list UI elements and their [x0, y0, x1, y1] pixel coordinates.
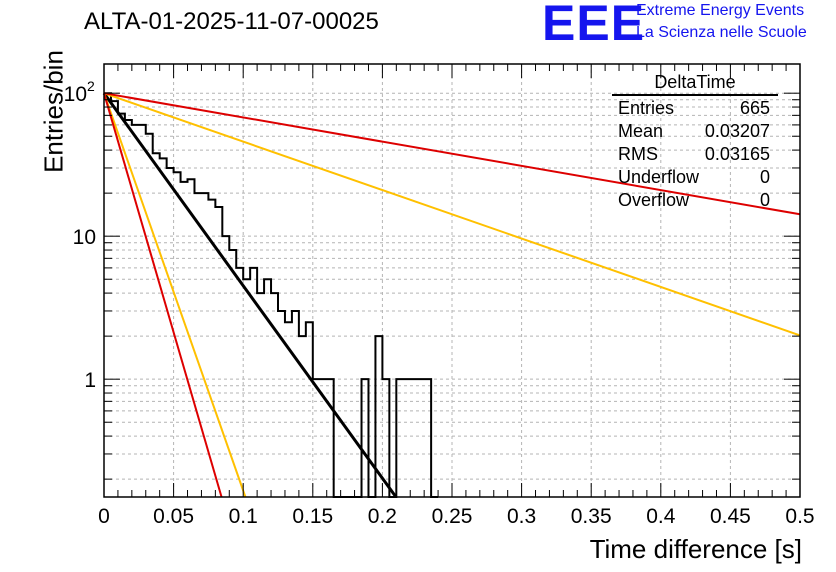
stats-row-underflow: Underflow 0 [612, 166, 778, 189]
x-tick-label: 0.35 [571, 505, 612, 528]
y-tick-label: 10 [73, 226, 96, 249]
histogram-bin [292, 311, 299, 497]
y-axis-label: Entries/bin [38, 50, 69, 173]
x-tick-label: 0.25 [432, 505, 473, 528]
histogram-bin [153, 153, 160, 497]
stats-value: 0.03207 [704, 121, 770, 141]
histogram-bin [194, 193, 201, 497]
stats-row-mean: Mean 0.03207 [612, 120, 778, 143]
x-tick-label: 0.2 [368, 505, 397, 528]
histogram-bin [160, 158, 167, 497]
histogram-bin [118, 114, 125, 497]
histogram-bin [146, 134, 153, 497]
stats-box: DeltaTime Entries 665 Mean 0.03207 RMS 0… [612, 72, 778, 212]
fit-line-lower-steep [103, 92, 223, 498]
histogram-bin [264, 279, 271, 497]
histogram-bin [188, 179, 195, 497]
fit-curves [102, 92, 801, 498]
stats-label: RMS [618, 144, 658, 164]
stats-value: 0 [759, 167, 770, 187]
histogram-bin [181, 182, 188, 497]
stats-row-overflow: Overflow 0 [612, 189, 778, 212]
histogram-bin [306, 322, 313, 497]
stats-value: 0 [759, 190, 770, 210]
histogram-bin [167, 168, 174, 497]
axis-tick-labels: 0 0.05 0.1 0.15 0.2 0.25 0.3 0.35 0.4 0.45 0.5 1 10 1… [64, 78, 815, 528]
axis-ticks [103, 64, 801, 497]
x-tick-label: 0.05 [153, 505, 194, 528]
fit-line-upper-shallow [103, 92, 801, 337]
fit-line-upper-steep [103, 92, 247, 498]
histogram-bin [236, 268, 243, 497]
fit-line-fit [102, 92, 398, 498]
x-tick-label: 0.45 [710, 505, 751, 528]
x-tick-label: 0.5 [785, 505, 814, 528]
x-tick-label: 0.3 [507, 505, 536, 528]
x-tick-label: 0.4 [646, 505, 676, 528]
x-axis-label: Time difference [s] [589, 534, 802, 564]
y-tick-exponent: 2 [87, 78, 95, 94]
stats-row-entries: Entries 665 [612, 97, 778, 120]
histogram-bin [222, 236, 229, 497]
stats-row-rms: RMS 0.03165 [612, 143, 778, 166]
grid-lines [103, 64, 801, 497]
y-tick-label: 1 [84, 369, 96, 392]
x-tick-label: 0 [98, 505, 110, 528]
logo-subtitle-2: La Scienza nelle Scuole [636, 24, 807, 41]
stats-label: Overflow [618, 190, 690, 210]
histogram-bin [299, 336, 306, 497]
histogram-bin [111, 101, 118, 497]
stats-title: DeltaTime [612, 72, 778, 96]
stats-label: Underflow [618, 167, 700, 187]
stats-value: 0.03165 [704, 144, 770, 164]
stats-value: 665 [739, 98, 770, 118]
x-tick-label: 0.1 [229, 505, 258, 528]
fit-line-lower-shallow [103, 92, 801, 216]
y-tick-label: 10 [64, 83, 87, 106]
eee-logo: EEE [542, 0, 646, 51]
stats-label: Entries [618, 98, 675, 118]
histogram-bin [243, 279, 250, 497]
x-tick-label: 0.15 [292, 505, 333, 528]
chart-title: ALTA-01-2025-11-07-00025 [84, 8, 379, 35]
logo-subtitle-1: Extreme Energy Events [636, 2, 805, 19]
histogram-bin [257, 293, 264, 497]
stats-label: Mean [618, 121, 664, 141]
